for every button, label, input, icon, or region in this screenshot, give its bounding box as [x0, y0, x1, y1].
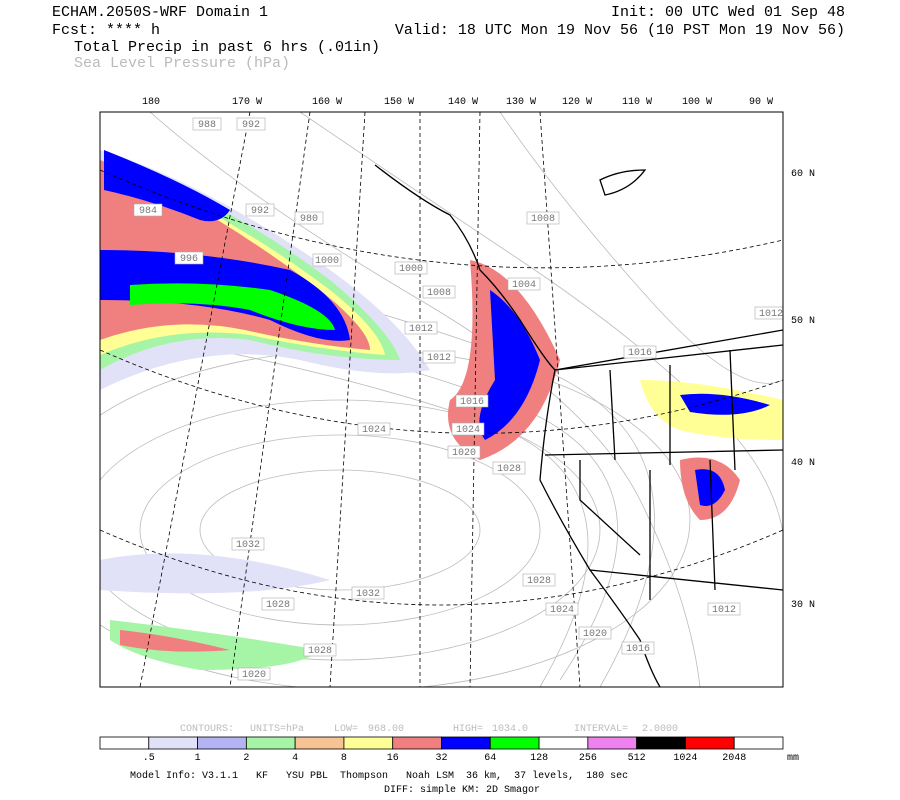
lat-label: 40 N: [791, 458, 815, 469]
contour-labels: 988 992 984 992 980 996 1000 1000 1008 1…: [133, 117, 783, 681]
contour-label: 1000: [399, 264, 423, 275]
colorbar-label: 128: [530, 753, 548, 764]
colorbar-swatch: [685, 736, 735, 750]
colorbar-swatch: [99, 736, 150, 750]
colorbar-label: 64: [484, 753, 496, 764]
lon-label: 110 W: [622, 97, 652, 108]
lat-label: 30 N: [791, 600, 815, 611]
contour-label: 992: [251, 206, 269, 217]
contour-info-text: 2.0000: [642, 724, 678, 735]
lat-label: 50 N: [791, 316, 815, 327]
contour-label: 1032: [236, 540, 260, 551]
contour-label: 1008: [427, 288, 451, 299]
init: Init: 00 UTC Wed 01 Sep 48: [611, 4, 845, 21]
contour-info-text: UNITS=hPa: [250, 723, 304, 735]
colorbar-swatch: [392, 736, 442, 750]
colorbar-label: 2048: [722, 753, 746, 764]
colorbar-label: 256: [579, 753, 597, 764]
colorbar-swatch: [587, 736, 638, 750]
map: 988 992 984 992 980 996 1000 1000 1008 1…: [100, 112, 783, 687]
contour-label: 1028: [497, 464, 521, 475]
contour-label: 1032: [356, 589, 380, 600]
colorbar-label: 2: [243, 753, 249, 764]
contour-label: 1012: [409, 324, 433, 335]
contour-label: 1000: [315, 256, 339, 267]
contour-label: 1012: [759, 309, 783, 320]
colorbar-label: 1024: [673, 753, 697, 764]
contour-label: 1028: [266, 600, 290, 611]
colorbar-swatch: [733, 736, 784, 750]
contour-label: 1012: [712, 605, 736, 616]
contour-label: 1024: [362, 425, 386, 436]
colorbar-swatch: [441, 736, 491, 750]
contour-label: 980: [300, 214, 318, 225]
lon-label: 140 W: [448, 97, 478, 108]
colorbar-swatch: [148, 736, 198, 750]
colorbar-label: 512: [628, 753, 646, 764]
contour-label: 988: [198, 120, 216, 131]
contour-label: 1008: [531, 214, 555, 225]
lon-label: 130 W: [506, 97, 536, 108]
contour-info-text: 968.00: [368, 724, 404, 735]
colorbar-label: 16: [387, 753, 399, 764]
lon-label: 120 W: [562, 97, 592, 108]
contour-info-text: 1034.0: [492, 724, 528, 735]
contour-label: 1024: [456, 425, 480, 436]
contour-label: 1028: [308, 646, 332, 657]
lat-label: 60 N: [791, 169, 815, 180]
contour-label: 1004: [512, 280, 536, 291]
valid: Valid: 18 UTC Mon 19 Nov 56 (10 PST Mon …: [395, 22, 845, 39]
lat-labels: 60 N 50 N 40 N 30 N: [791, 169, 815, 611]
map-frame: [99, 111, 784, 688]
contour-label: 996: [180, 254, 198, 265]
contour-label: 1020: [452, 448, 476, 459]
colorbar-label: 8: [341, 753, 347, 764]
colorbar: .5 1 2 4 8 16 32 64 128 256 512 1024 2048 mm: [99, 736, 799, 764]
lon-label: 170 W: [232, 97, 262, 108]
lon-labels: 180 170 W 160 W 150 W 140 W 130 W 120 W …: [142, 97, 773, 108]
colorbar-swatch: [489, 736, 540, 750]
footer-line: Model Info: V3.1.1 KF YSU PBL Thompson N…: [130, 770, 628, 782]
lon-label: 180: [142, 97, 160, 108]
contour-label: 1024: [550, 605, 574, 616]
colorbar-label: 1: [195, 753, 201, 764]
contour-info-text: INTERVAL=: [574, 724, 628, 735]
colorbar-label: 4: [292, 753, 298, 764]
lon-label: 150 W: [384, 97, 414, 108]
colorbar-swatch: [538, 736, 589, 750]
contour-info-text: LOW=: [334, 724, 358, 735]
colorbar-swatch: [343, 736, 394, 750]
contour-label: 1028: [527, 576, 551, 587]
colorbar-swatch: [245, 736, 296, 750]
fcst: Fcst: **** h: [52, 22, 160, 39]
contour-label: 992: [242, 120, 260, 131]
colorbar-label: 32: [435, 753, 447, 764]
colorbar-label: .5: [143, 753, 155, 764]
lon-label: 90 W: [749, 97, 773, 108]
colorbar-unit: mm: [787, 753, 799, 764]
colorbar-swatch: [294, 736, 345, 750]
lon-label: 160 W: [312, 97, 342, 108]
contour-label: 1020: [583, 629, 607, 640]
contour-label: 1016: [628, 348, 652, 359]
contour-label: 1020: [242, 670, 266, 681]
lon-label: 100 W: [682, 97, 712, 108]
contour-label: 1012: [427, 353, 451, 364]
contour-info-text: CONTOURS:: [180, 724, 234, 735]
field1: Total Precip in past 6 hrs (.01in): [74, 39, 380, 56]
field2: Sea Level Pressure (hPa): [74, 55, 290, 72]
footer-line: DIFF: simple KM: 2D Smagor: [384, 784, 540, 796]
title: ECHAM.2050S-WRF Domain 1: [52, 4, 268, 21]
contour-info: CONTOURS: UNITS=hPa LOW= 968.00 HIGH= 10…: [180, 723, 678, 735]
colorbar-swatch: [197, 736, 247, 750]
contour-label: 1016: [626, 644, 650, 655]
contour-info-text: HIGH=: [453, 724, 483, 735]
contour-label: 984: [139, 206, 157, 217]
colorbar-swatch: [636, 736, 686, 750]
contour-label: 1016: [460, 397, 484, 408]
